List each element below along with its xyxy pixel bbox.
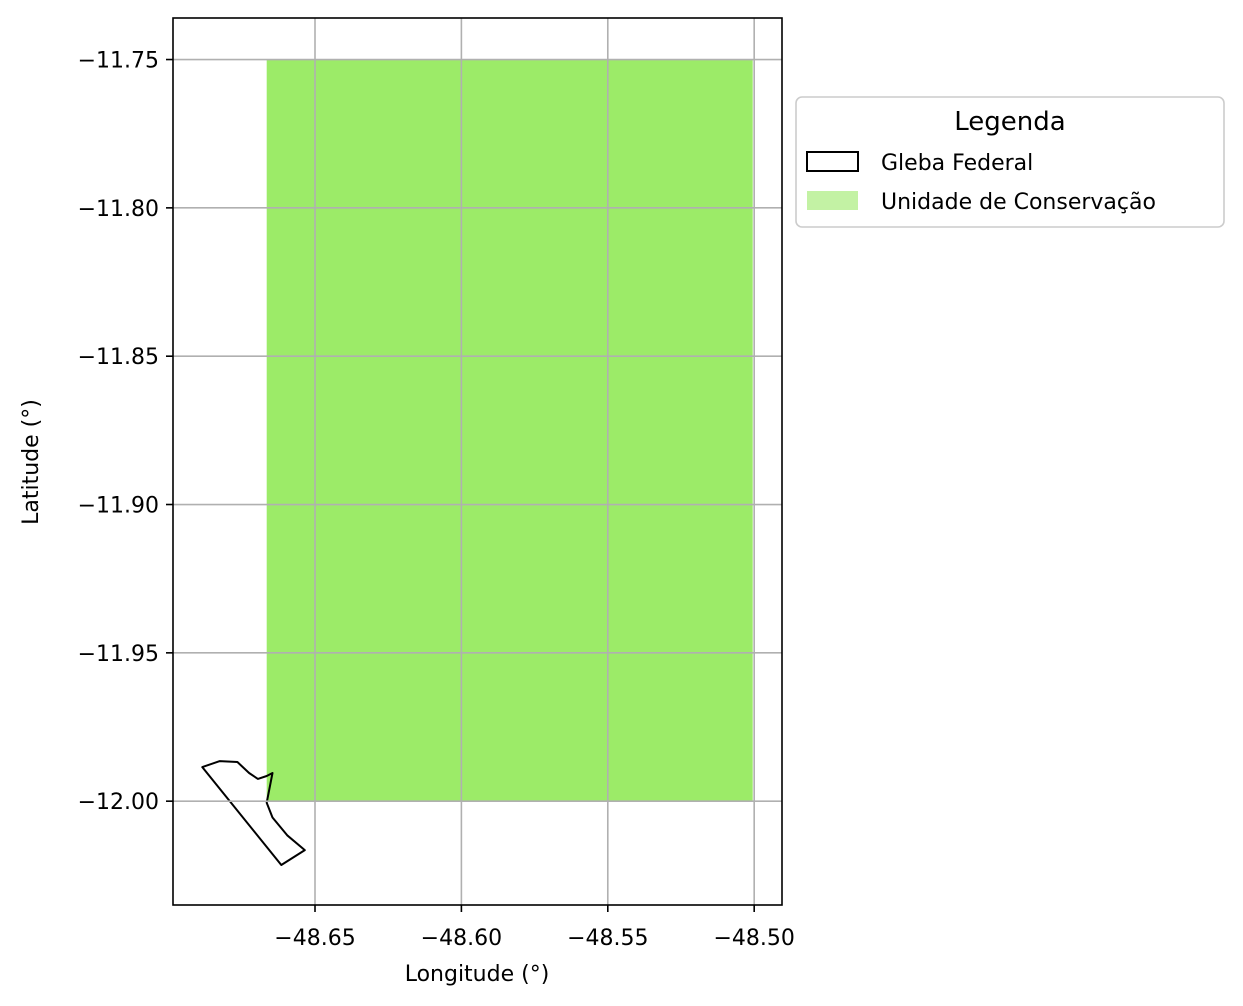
legend-label-gleba-federal: Gleba Federal	[881, 151, 1033, 176]
legend-label-unidade-de-conservacao: Unidade de Conservação	[881, 190, 1156, 215]
y-tick-label: −11.80	[78, 197, 159, 222]
axis-ticks: −48.65 −48.60 −48.55 −48.50 −11.75 −11.80 −11.…	[78, 49, 795, 951]
grid-lines	[173, 18, 782, 905]
layer-gleba-federal	[201, 760, 306, 866]
legend: Legenda Gleba Federal Unidade de Conserv…	[795, 96, 1225, 228]
y-axis-label: Latitude (°)	[19, 399, 44, 525]
x-axis-label: Longitude (°)	[405, 962, 550, 987]
legend-box	[795, 96, 1225, 228]
layer-unidade-de-conservacao	[266, 59, 753, 802]
x-tick-label: −48.60	[421, 926, 502, 951]
x-tick-label: −48.65	[274, 926, 355, 951]
legend-title: Legenda	[954, 107, 1065, 137]
x-tick-label: −48.50	[713, 926, 794, 951]
legend-swatch-gleba-federal	[806, 151, 859, 172]
y-tick-label: −12.00	[78, 790, 159, 815]
axes-frame	[172, 17, 783, 906]
legend-swatch-unidade-de-conservacao	[807, 191, 858, 210]
y-tick-label: −11.90	[78, 494, 159, 519]
y-tick-label: −11.85	[78, 345, 159, 370]
y-tick-label: −11.75	[78, 49, 159, 74]
y-tick-label: −11.95	[78, 642, 159, 667]
map-layers	[201, 59, 753, 866]
plot-area: −48.65 −48.60 −48.55 −48.50 −11.75 −11.80 −11.…	[78, 17, 795, 951]
x-tick-label: −48.55	[567, 926, 648, 951]
